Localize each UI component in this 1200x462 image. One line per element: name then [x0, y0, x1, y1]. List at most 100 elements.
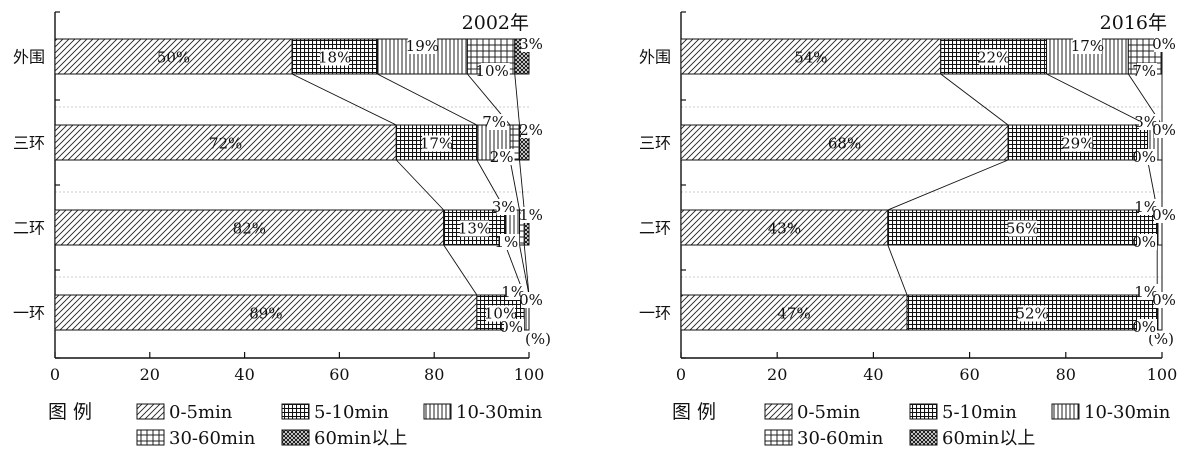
data-label-bg — [480, 63, 510, 79]
connector-line — [291, 73, 397, 126]
data-label-bg — [1008, 220, 1038, 237]
data-label-bg — [521, 36, 541, 52]
bar-segment — [680, 294, 908, 331]
data-label: 0% — [1132, 148, 1156, 166]
data-label: 3% — [1134, 113, 1158, 131]
data-label: 1% — [501, 283, 525, 301]
legend-swatch — [281, 429, 310, 446]
legend-swatch — [281, 403, 310, 420]
chart-title: 2002年 — [462, 12, 529, 34]
data-label: 0% — [1132, 318, 1156, 336]
connector-line — [519, 159, 525, 211]
data-label: 18% — [318, 49, 351, 67]
data-label-bg — [521, 207, 541, 223]
legend-label: 30-60min — [169, 428, 256, 449]
category-label: 一环 — [13, 304, 45, 323]
data-label: 43% — [768, 220, 801, 238]
data-label-bg — [487, 114, 508, 130]
data-label-bg — [979, 49, 1009, 66]
x-tick-label: 80 — [424, 365, 444, 384]
data-label-bg — [1137, 149, 1157, 165]
data-label: 19% — [406, 37, 439, 55]
data-label: 50% — [157, 49, 190, 67]
data-label-bg — [499, 234, 520, 250]
data-label: 0% — [1152, 121, 1176, 139]
category-label: 外围 — [639, 48, 671, 67]
data-label-bg — [1154, 292, 1174, 308]
data-label: 82% — [233, 220, 266, 238]
data-label: 72% — [209, 135, 242, 153]
category-label: 二环 — [639, 219, 671, 238]
data-label: 0% — [499, 318, 523, 336]
x-tick-label: 0 — [676, 365, 686, 384]
data-label-bg — [1137, 319, 1157, 335]
connector-line — [514, 73, 520, 126]
legend-swatch — [909, 403, 938, 420]
data-label-bg — [1154, 207, 1174, 223]
data-label: 0% — [519, 291, 543, 309]
bar-segment — [680, 38, 942, 75]
legend-swatch — [423, 403, 452, 420]
legend-label: 5-10min — [314, 402, 389, 423]
data-label: 22% — [977, 49, 1010, 67]
legend-label: 0-5min — [797, 402, 861, 423]
data-label: 54% — [794, 49, 827, 67]
data-label-bg — [521, 122, 541, 138]
x-tick-label: 20 — [767, 365, 787, 384]
legend-label: 10-30min — [1084, 402, 1171, 423]
data-label: 0% — [1152, 206, 1176, 224]
connector-line — [519, 244, 530, 296]
category-label: 外围 — [13, 48, 45, 67]
data-label: 17% — [1071, 37, 1104, 55]
data-label: 13% — [458, 220, 491, 238]
bar-segment — [906, 294, 1158, 331]
category-label: 一环 — [639, 304, 671, 323]
data-label: 1% — [494, 233, 518, 251]
data-label: 89% — [249, 305, 282, 323]
connector-line — [887, 244, 908, 296]
legend-label: 60min以上 — [942, 428, 1035, 449]
legend-swatch — [764, 403, 793, 420]
category-label: 三环 — [13, 134, 45, 153]
x-tick-label: 60 — [959, 365, 979, 384]
x-tick-label: 100 — [1147, 365, 1178, 384]
data-label: 10% — [484, 305, 517, 323]
legend-label: 30-60min — [797, 428, 884, 449]
data-label-bg — [496, 199, 517, 215]
data-label: 3% — [492, 198, 516, 216]
x-tick-label: 40 — [863, 365, 883, 384]
legend-swatch — [909, 429, 938, 446]
x-tick-label: 100 — [514, 365, 545, 384]
data-label-bg — [521, 292, 541, 308]
data-label: 29% — [1061, 135, 1094, 153]
data-label-bg — [1137, 234, 1157, 250]
data-label-bg — [1017, 305, 1047, 322]
legend-title: 图 例 — [48, 401, 92, 423]
category-label: 二环 — [13, 219, 45, 238]
legend-swatch — [136, 429, 165, 446]
legend-1: 图 例 0-5min 5-10min 10-30min 30-60min 60min以上 — [672, 401, 1171, 449]
data-label: 0% — [1132, 233, 1156, 251]
connector-line — [443, 244, 478, 296]
data-label-bg — [407, 38, 437, 54]
data-label: 1% — [1134, 283, 1158, 301]
data-label-bg — [1072, 38, 1102, 54]
legend-label: 5-10min — [942, 402, 1017, 423]
legend-0: 图 例 0-5min 5-10min 10-30min 30-60min 60min以上 — [48, 401, 543, 449]
connector-line — [887, 159, 1009, 211]
data-label-bg — [504, 319, 524, 335]
data-label-bg — [422, 135, 452, 152]
category-label: 三环 — [639, 134, 671, 153]
legend-swatch — [1051, 403, 1080, 420]
data-label-bg — [486, 305, 516, 322]
data-label: 2% — [519, 121, 543, 139]
legend-label: 10-30min — [456, 402, 543, 423]
data-label-bg — [494, 149, 515, 165]
data-label-bg — [1137, 63, 1157, 79]
data-label-bg — [1154, 36, 1174, 52]
data-label: 56% — [1006, 220, 1039, 238]
